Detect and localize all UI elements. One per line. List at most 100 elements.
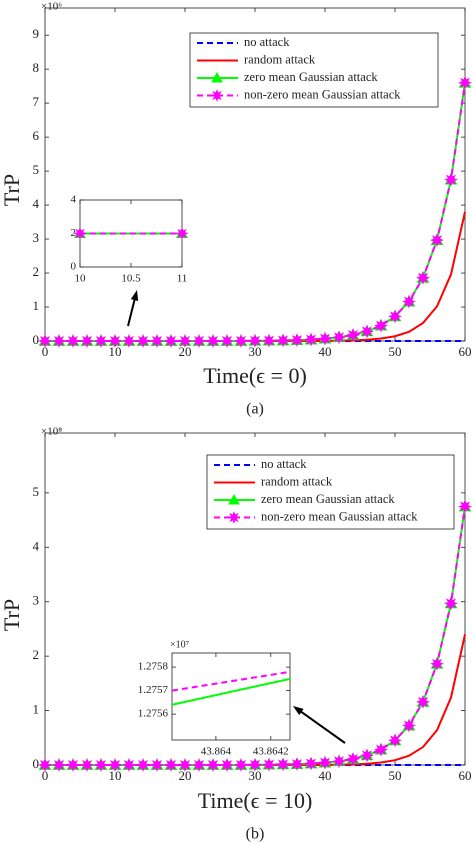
marker-star [52,334,66,348]
marker-star [164,758,178,772]
marker-star [332,754,346,769]
marker-star [430,233,444,248]
y-tick-label: 3 [33,593,40,608]
y-multiplier: ×10⁶ [41,1,62,13]
marker-star [66,758,80,772]
legend-label: random attack [261,474,333,488]
caption: (b) [246,826,265,843]
marker-star [416,694,430,709]
marker-star [206,758,220,772]
marker-triangle [228,493,240,505]
marker-star [150,334,164,348]
marker-star [444,596,458,611]
marker-star [346,751,360,766]
x-tick-label: 20 [179,768,192,783]
marker-triangle [211,71,223,83]
x-tick-label: 60 [459,344,472,359]
arrow [127,295,137,327]
marker-star [80,334,94,348]
series-line [45,82,466,342]
marker-star [192,334,206,348]
marker-star [360,324,374,339]
x-axis-label: Time(ϵ = 10) [198,788,313,813]
marker-star [402,718,416,733]
legend-label: no attack [261,457,307,471]
x-tick-label: 43.864 [201,746,232,758]
y-tick-label: 5 [33,484,40,499]
marker-star [136,334,150,348]
marker-star [374,318,388,333]
marker-star [276,333,290,348]
x-tick-label: 10 [109,768,122,783]
x-tick-label: 10.5 [121,273,141,285]
y-tick-label: 2 [71,227,77,239]
y-tick-label: 0 [71,261,77,273]
arrow-head [130,290,139,301]
x-tick-label: 0 [42,768,49,783]
y-axis-label: TrP [0,174,24,206]
marker-star [318,755,332,770]
legend-label: no attack [244,35,290,49]
y-tick-label: 1 [33,702,40,717]
marker-star [374,742,388,757]
marker-star [458,499,472,514]
marker-star [178,758,192,772]
marker-star [73,227,87,240]
marker-star [276,757,290,772]
marker-star [304,332,318,347]
marker-star [360,748,374,763]
marker-star [122,758,136,772]
inset-y-multiplier: ×10⁷ [170,639,190,650]
marker-star [210,89,224,102]
y-tick-label: 6 [33,128,40,143]
x-tick-label: 30 [249,344,262,359]
x-tick-label: 10 [75,273,87,285]
marker-star [444,172,458,187]
x-tick-label: 50 [389,768,402,783]
series-line [45,82,466,342]
marker-star [108,758,122,772]
marker-star [262,333,276,348]
legend-label: random attack [244,52,316,66]
marker-star [248,333,262,348]
x-tick-label: 20 [179,344,192,359]
marker-star [346,327,360,342]
marker-star [206,334,220,348]
series-line [45,211,466,342]
arrow [297,708,346,744]
y-tick-label: 8 [33,60,40,75]
marker-star [430,656,444,671]
y-tick-label: 5 [33,162,40,177]
x-tick-label: 60 [459,768,472,783]
x-axis-label: Time(ϵ = 0) [203,363,307,388]
arrow-head [293,706,304,716]
marker-star [262,757,276,772]
y-tick-label: 0 [33,332,40,347]
marker-star [38,334,52,348]
marker-star [164,334,178,348]
series-line [45,506,466,766]
legend-label: zero mean Gaussian attack [244,70,378,84]
y-tick-label: 2 [33,647,40,662]
y-tick-label: 1.2757 [138,684,169,696]
y-tick-label: 7 [33,94,40,109]
y-tick-label: 9 [33,26,40,41]
x-tick-label: 43.8642 [253,746,289,758]
y-tick-label: 0 [33,756,40,771]
marker-star [227,511,241,524]
marker-star [234,334,248,348]
marker-star [318,331,332,346]
marker-star [108,334,122,348]
y-tick-label: 4 [71,194,77,206]
marker-star [136,758,150,772]
marker-star [52,758,66,772]
marker-star [175,227,189,240]
y-axis-label: TrP [0,599,24,631]
marker-star [178,334,192,348]
marker-star [402,294,416,309]
x-tick-label: 10 [109,344,122,359]
series-line [171,677,291,706]
series-line [171,670,291,692]
x-tick-label: 11 [177,273,188,285]
x-tick-label: 0 [42,344,49,359]
